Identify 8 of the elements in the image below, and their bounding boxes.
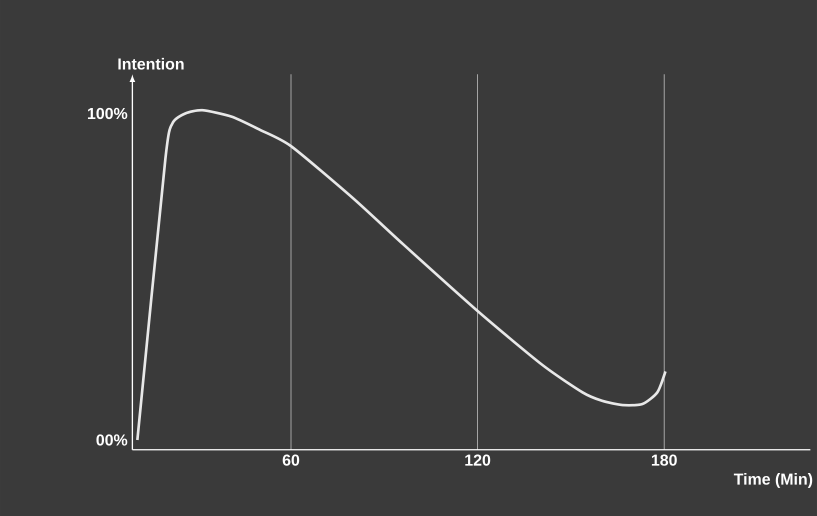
x-tick-label: 120 [465,454,490,466]
x-tick-label: 180 [652,454,677,466]
y-tick-label: 100% [88,108,128,120]
y-axis-title: Intention [118,58,184,70]
x-tick-label: 60 [282,454,300,466]
line-series [136,108,667,442]
x-axis-title: Time (Min) [734,472,812,488]
y-tick-label: 00% [96,434,128,446]
